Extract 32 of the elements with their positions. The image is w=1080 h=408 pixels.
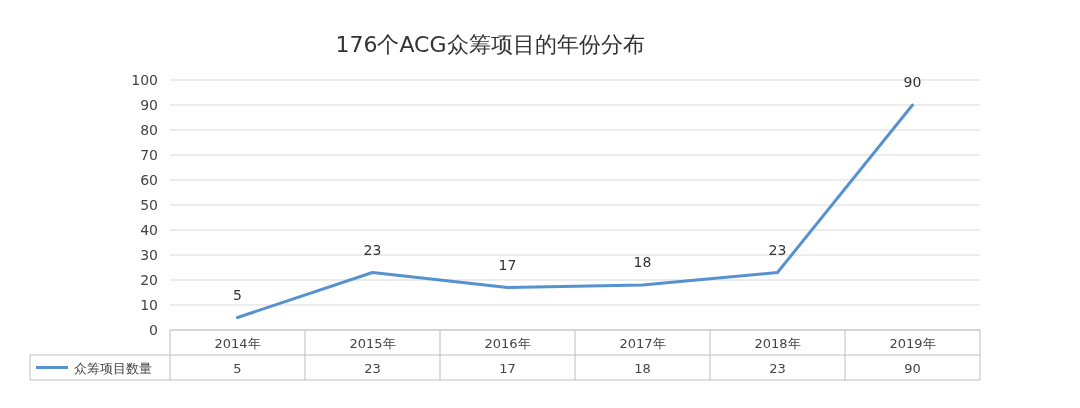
data-label: 18 — [633, 254, 652, 270]
legend-label: 众筹项目数量 — [74, 361, 152, 376]
y-tick-label: 60 — [140, 172, 158, 188]
text: 23 — [769, 361, 786, 376]
y-tick-label: 0 — [149, 322, 158, 338]
y-tick-label: 50 — [140, 197, 158, 213]
text: 90 — [904, 361, 921, 376]
y-tick-label: 80 — [140, 122, 158, 138]
x-tick-label: 2018年 — [754, 336, 801, 351]
y-tick-label: 20 — [140, 272, 158, 288]
text: 5 — [233, 361, 242, 376]
text: 23 — [364, 361, 381, 376]
x-tick-label: 2014年 — [214, 336, 261, 351]
x-tick-label: 2019年 — [889, 336, 936, 351]
line-series — [236, 103, 914, 319]
y-tick-label: 10 — [140, 297, 158, 313]
data-label: 23 — [768, 241, 787, 258]
text: 17 — [499, 361, 516, 376]
chart-title: 176个ACG众筹项目的年份分布 — [335, 32, 645, 57]
y-tick-label: 40 — [140, 222, 158, 238]
x-tick-label: 2016年 — [484, 336, 531, 351]
y-tick-label: 100 — [131, 72, 158, 88]
data-label: 90 — [903, 74, 922, 90]
y-tick-label: 70 — [140, 147, 158, 163]
text: 18 — [634, 361, 651, 376]
y-tick-label: 30 — [140, 247, 158, 263]
data-label: 17 — [498, 256, 517, 273]
data-label: 5 — [233, 286, 242, 303]
x-tick-label: 2015年 — [349, 336, 396, 351]
data-label: 23 — [363, 241, 382, 258]
x-tick-label: 2017年 — [619, 336, 666, 351]
y-tick-label: 90 — [140, 97, 158, 113]
